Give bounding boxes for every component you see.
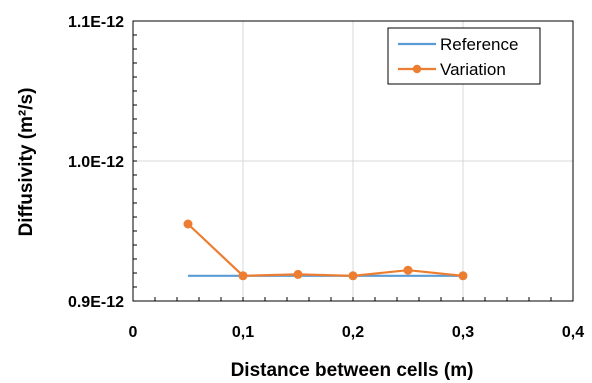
y-axis-title: Diffusivity (m²/s) [16,88,37,237]
y-tick-label: 1.0E-12 [68,154,124,171]
legend-label-reference: Reference [440,35,518,54]
x-tick-label: 0,2 [342,324,364,341]
legend-label-variation: Variation [440,60,506,79]
legend-box [387,27,541,85]
data-point-variation [458,271,468,281]
axis-ticks [132,20,574,302]
x-tick-label: 0,1 [232,324,254,341]
legend-marker-variation [412,64,422,74]
data-point-variation [293,269,303,279]
data-point-variation [348,271,358,281]
y-tick-label: 1.1E-12 [68,14,124,31]
data-point-variation [183,219,193,229]
x-tick-label: 0 [129,324,138,341]
y-tick-label: 0.9E-12 [68,294,124,311]
x-tick-label: 0,4 [562,324,584,341]
x-tick-label: 0,3 [452,324,474,341]
tick-labels: 0 0,1 0,2 0,3 0,4 0.9E-12 1.0E-12 1.1E-12 [68,14,584,341]
data-point-variation [238,271,248,281]
series-layer [183,219,468,281]
legend: Reference Variation [387,27,541,85]
data-point-variation [403,265,413,275]
series-line-variation [187,223,464,277]
x-axis-title: Distance between cells (m) [231,360,474,381]
